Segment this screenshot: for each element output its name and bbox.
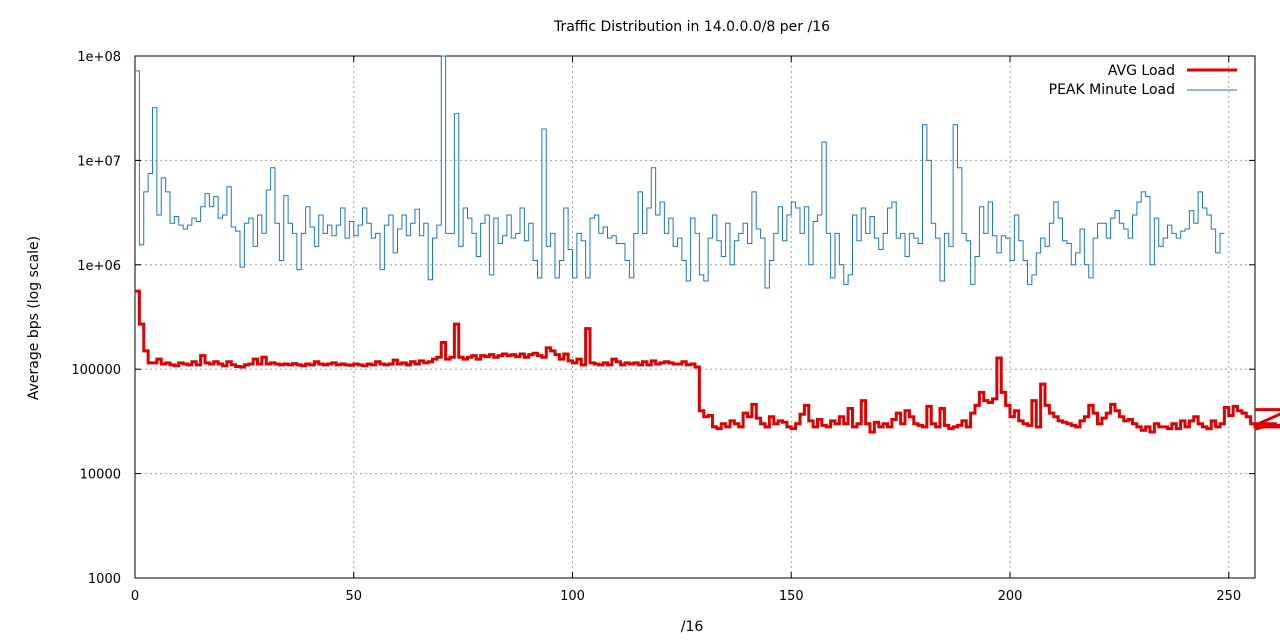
y-axis-ticks: 1000 10000 100000 1e+06 1e+07 1e+08 (71, 50, 1255, 587)
y-tick-label: 100000 (71, 363, 121, 378)
y-tick-label: 1e+08 (77, 50, 121, 65)
x-tick-label: 50 (345, 589, 362, 604)
chart-title: Traffic Distribution in 14.0.0.0/8 per /… (553, 19, 830, 35)
y-axis-label: Average bps (log scale) (26, 236, 42, 400)
y-tick-label: 1e+06 (77, 259, 121, 274)
x-axis-label: /16 (681, 619, 704, 635)
y-tick-label: 10000 (80, 468, 121, 483)
y-tick-label: 1000 (88, 572, 121, 587)
legend-label-avg: AVG Load (1108, 63, 1175, 79)
series-layer (135, 55, 1280, 434)
x-tick-label: 250 (1216, 589, 1241, 604)
grid-layer (135, 56, 1255, 578)
x-tick-label: 150 (779, 589, 804, 604)
y-tick-label: 1e+07 (77, 154, 121, 169)
x-tick-label: 0 (131, 589, 139, 604)
x-axis-ticks: 0 50 100 150 200 250 (131, 56, 1241, 604)
plot-frame (134, 55, 1256, 579)
x-tick-label: 100 (560, 589, 585, 604)
avg-load-line (135, 289, 1280, 434)
legend-label-peak: PEAK Minute Load (1049, 82, 1175, 98)
legend: AVG Load PEAK Minute Load (1049, 63, 1237, 98)
peak-minute-load-line (135, 55, 1225, 289)
x-tick-label: 200 (998, 589, 1023, 604)
